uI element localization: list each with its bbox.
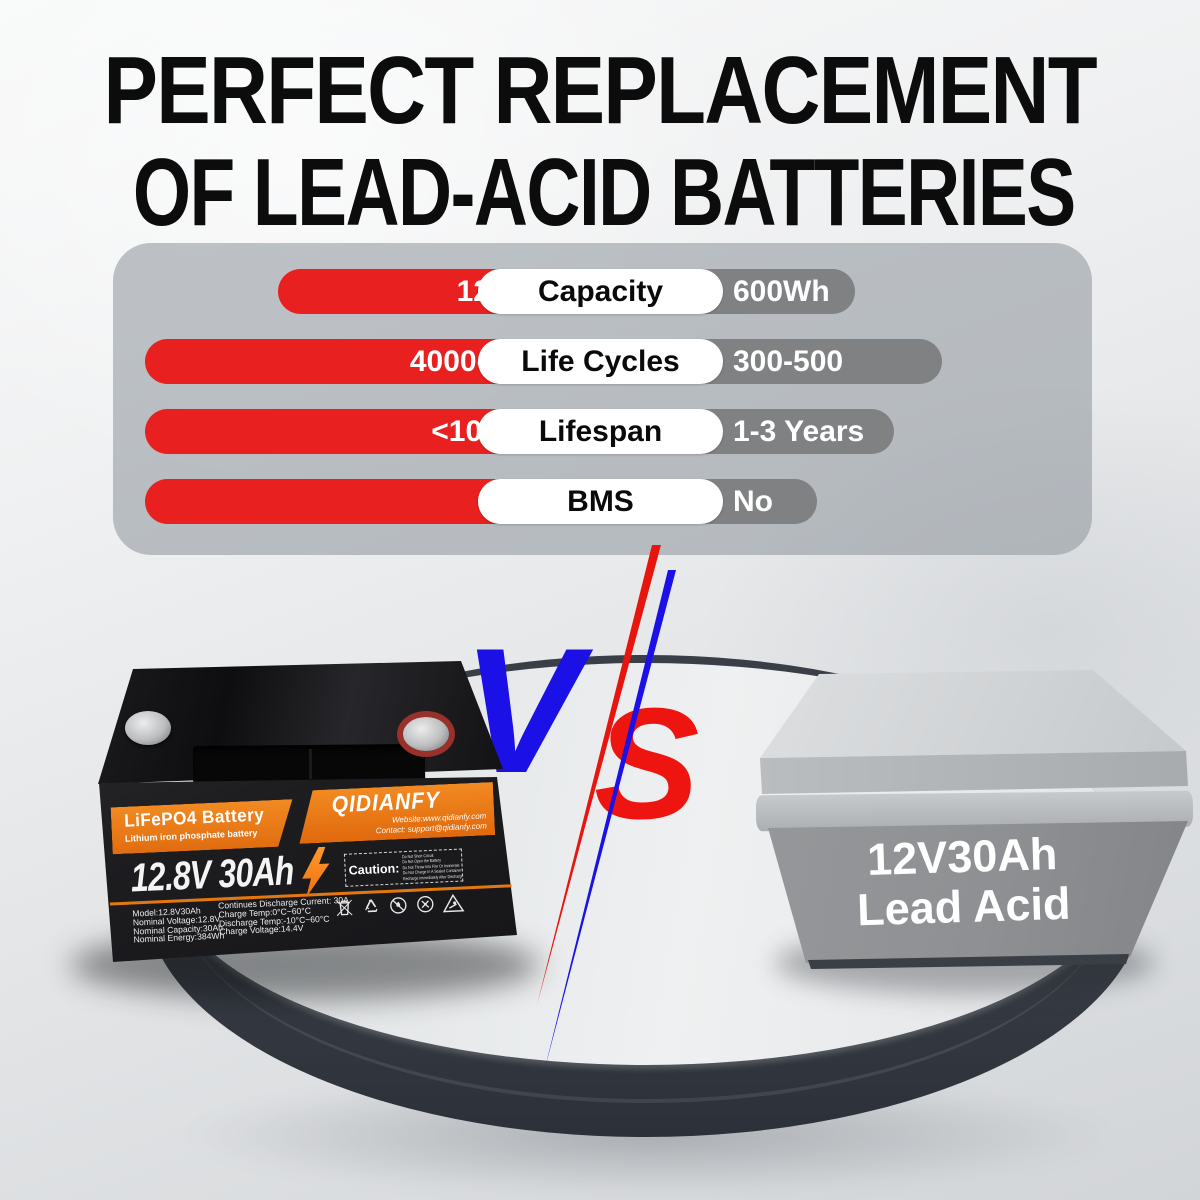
comparison-row-bms: Yes BMS No [113,479,1092,524]
versus-letter-s: S [594,676,700,852]
leadacid-value: 300-500 [733,345,844,378]
certification-icons [334,892,465,918]
lifepo4-battery-label: LiFePO4 Battery Lithium iron phosphate b… [97,776,524,965]
lead-acid-lid-front [760,751,1188,794]
lifepo4-value: <10 Years [431,415,570,448]
spec-column-right: Continues Discharge Current: 30A Charge … [218,895,350,937]
comparison-row-lifespan: <10 Years Lifespan 1-3 Years [113,409,1092,454]
lead-acid-body [768,821,1188,963]
leadacid-value: No [733,485,773,518]
title-line-2: OF LEAD-ACID BATTERIES [132,139,1076,246]
attribute-pill [478,409,723,454]
lightning-bolt-icon [300,846,331,897]
leadacid-value: 600Wh [733,275,830,308]
positive-terminal [403,717,449,751]
lead-acid-label: 12V30Ah Lead Acid [812,827,1115,936]
comparison-panel: 1280Wh Capacity 600Wh 4000-15000 Life Cy… [113,243,1092,555]
lifepo4-value: 1280Wh [456,275,570,308]
attribute-label: Life Cycles [521,345,680,378]
lifepo4-battery: LiFePO4 Battery Lithium iron phosphate b… [70,655,540,1000]
lifepo4-value: Yes [518,485,570,518]
lead-acid-type: Lead Acid [856,877,1072,936]
title-line-1: PERFECT REPLACEMENT [103,37,1098,144]
no-crush-icon [417,896,434,913]
attribute-label: BMS [567,485,634,518]
caution-box: Caution: Do Not Short Circuit Do Not Ope… [343,848,464,887]
lifepo4-value: 4000-15000 [409,345,570,378]
spec-column-left: Model:12.8V30Ah Nominal Voltage:12.8V No… [132,905,224,944]
page-title: PERFECT REPLACEMENT OF LEAD-ACID BATTERI… [0,40,1200,244]
lead-acid-battery: 12V30Ah Lead Acid [755,660,1195,994]
battery-handle-recess [192,743,426,785]
label-band-left: LiFePO4 Battery Lithium iron phosphate b… [111,799,295,854]
negative-terminal [125,711,171,745]
attribute-pill [478,269,723,314]
label-band-right: QIDIANFY Website:www.qidianfy.com Contac… [297,782,495,844]
comparison-row-life-cycles: 4000-15000 Life Cycles 300-500 [113,339,1092,384]
spec-line: Nominal Energy:384Wh [133,930,225,945]
no-fire-icon [390,897,407,914]
attribute-pill [478,339,723,384]
caution-lines: Do Not Short Circuit Do Not Open the Bat… [402,850,464,881]
attribute-label: Lifespan [538,415,663,448]
attribute-pill [478,479,723,524]
slope-warning-icon [442,893,465,913]
battery-rating: 12.8V 30Ah [129,849,295,901]
crossed-bin-icon [336,899,353,917]
recycle-icon [365,899,378,913]
caution-title: Caution: [348,860,400,878]
leadacid-value: 1-3 Years [733,415,865,448]
comparison-row-capacity: 1280Wh Capacity 600Wh [113,269,1092,314]
attribute-label: Capacity [537,275,664,308]
